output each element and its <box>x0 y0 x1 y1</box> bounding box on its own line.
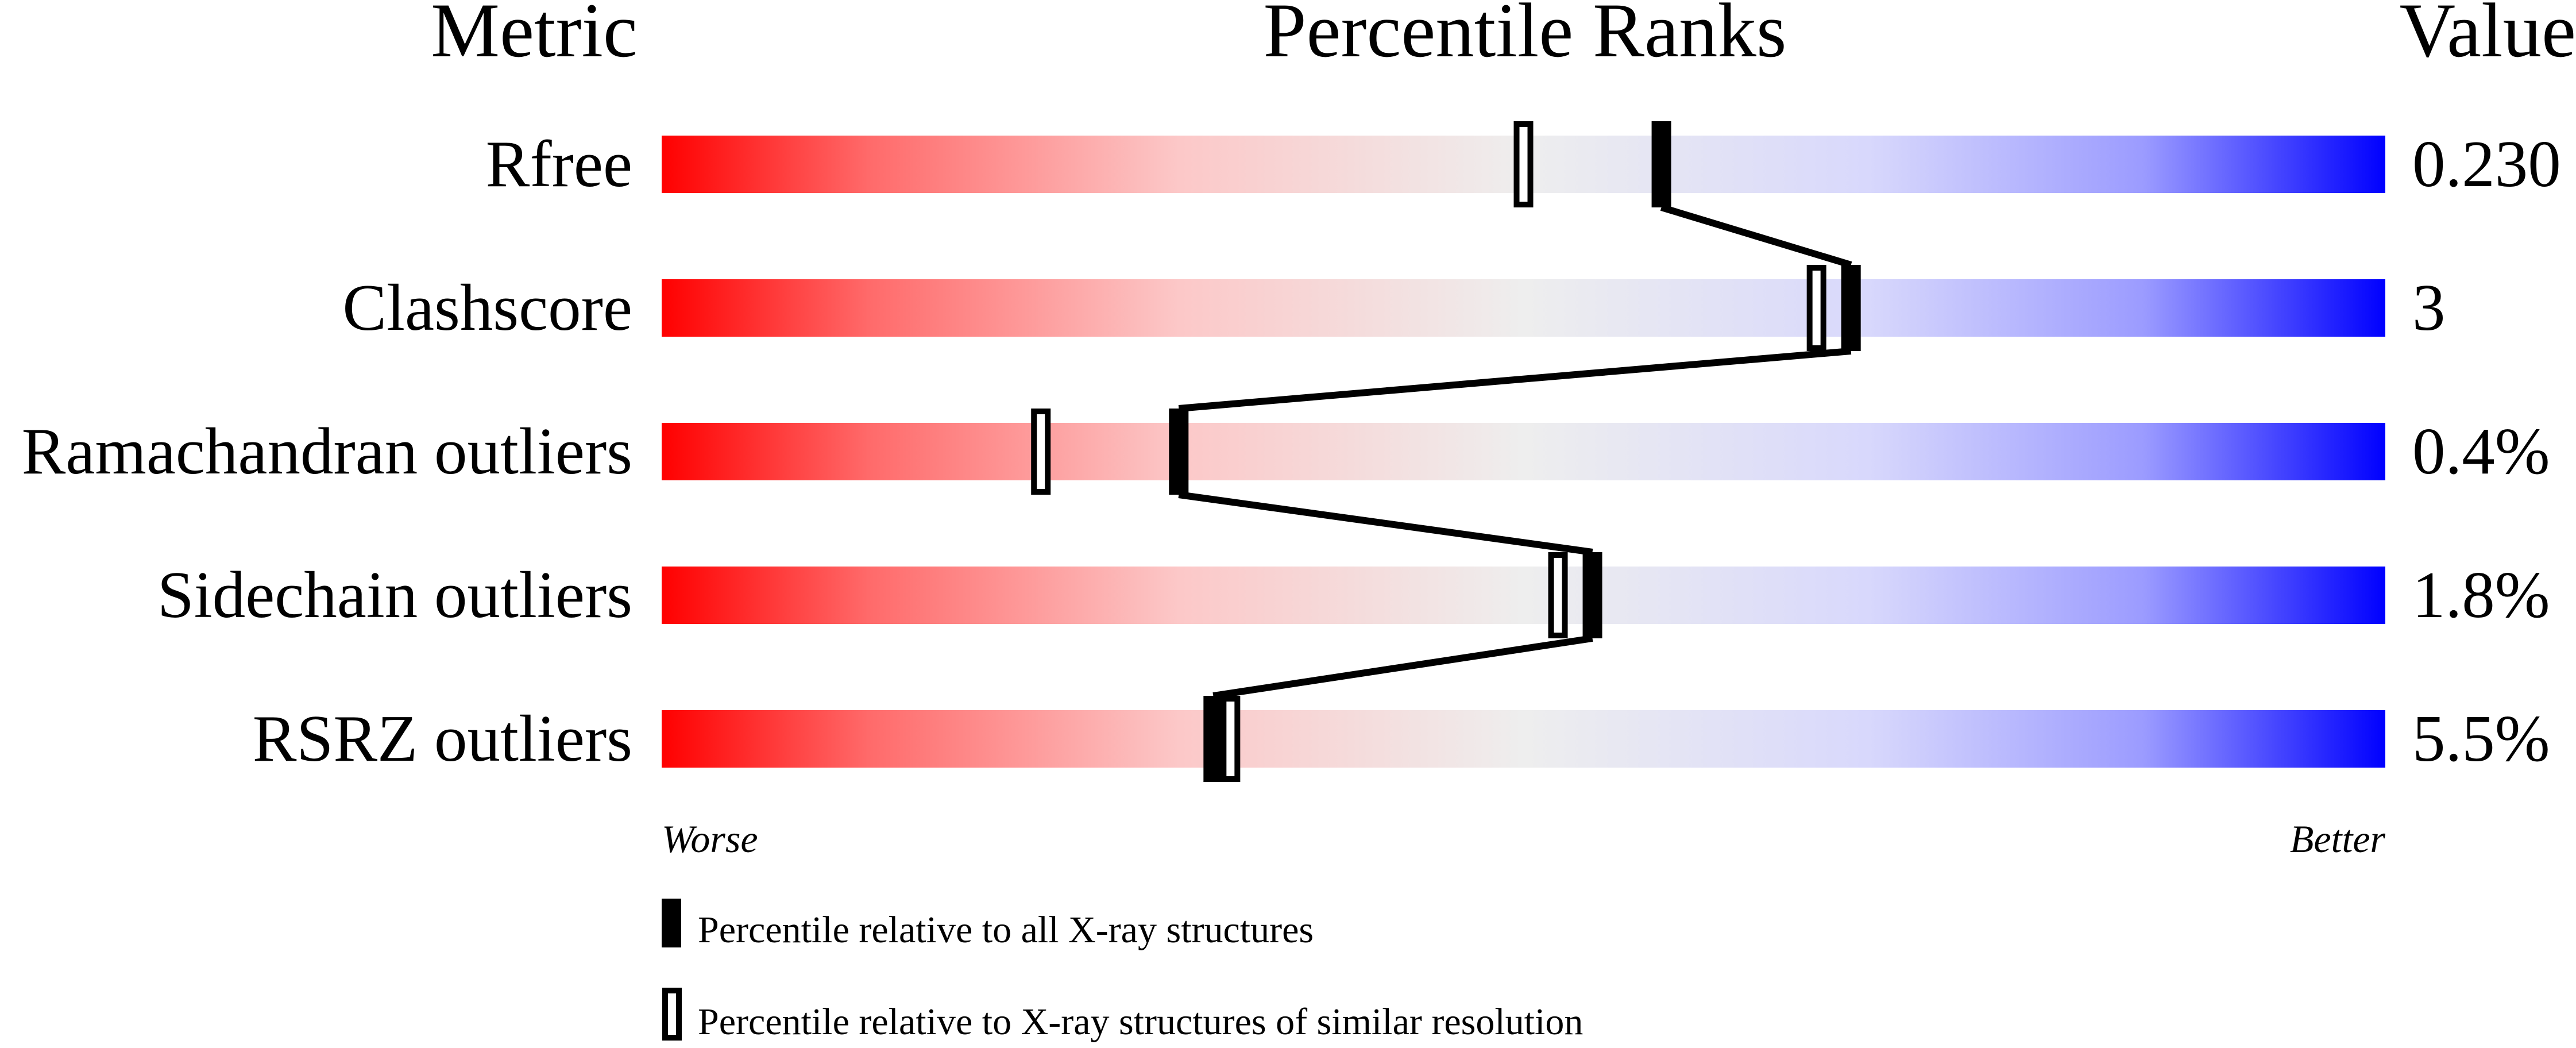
marker-all-structures <box>1203 696 1223 782</box>
percentile-bar <box>662 710 2385 768</box>
legend-filled-marker <box>662 899 681 947</box>
connector-line <box>1178 491 1593 556</box>
marker-all-structures <box>1651 121 1671 207</box>
metric-label: Clashscore <box>342 271 632 344</box>
metric-label: Ramachandran outliers <box>22 415 632 488</box>
header-percentile-ranks: Percentile Ranks <box>1264 0 1787 74</box>
metric-value: 3 <box>2412 271 2446 344</box>
connector-line <box>1178 348 1852 412</box>
metric-label: RSRZ outliers <box>253 702 632 775</box>
marker-all-structures <box>1841 265 1861 351</box>
legend-open-marker <box>662 988 682 1041</box>
marker-similar-resolution <box>1221 696 1241 782</box>
marker-similar-resolution <box>1548 552 1568 638</box>
header-metric: Metric <box>431 0 638 74</box>
connector-line <box>1660 204 1852 268</box>
marker-similar-resolution <box>1031 409 1051 495</box>
axis-label-worse: Worse <box>662 817 758 861</box>
legend-label-similar: Percentile relative to X-ray structures … <box>698 1001 1583 1043</box>
marker-similar-resolution <box>1806 265 1826 351</box>
marker-similar-resolution <box>1513 121 1534 207</box>
metric-value: 1.8% <box>2412 558 2550 631</box>
percentile-bar <box>662 279 2385 337</box>
percentile-bar <box>662 423 2385 480</box>
metric-label: Rfree <box>486 128 632 201</box>
legend-label-all: Percentile relative to all X-ray structu… <box>698 909 1314 951</box>
connector-line <box>1212 635 1593 699</box>
marker-all-structures <box>1582 552 1602 638</box>
axis-label-better: Better <box>2290 817 2386 861</box>
marker-all-structures <box>1169 409 1189 495</box>
metric-label: Sidechain outliers <box>157 558 632 631</box>
metric-value: 0.4% <box>2412 415 2550 488</box>
header-value: Value <box>2400 0 2576 74</box>
metric-value: 5.5% <box>2412 702 2550 775</box>
percentile-bar <box>662 567 2385 624</box>
metric-value: 0.230 <box>2412 128 2561 201</box>
